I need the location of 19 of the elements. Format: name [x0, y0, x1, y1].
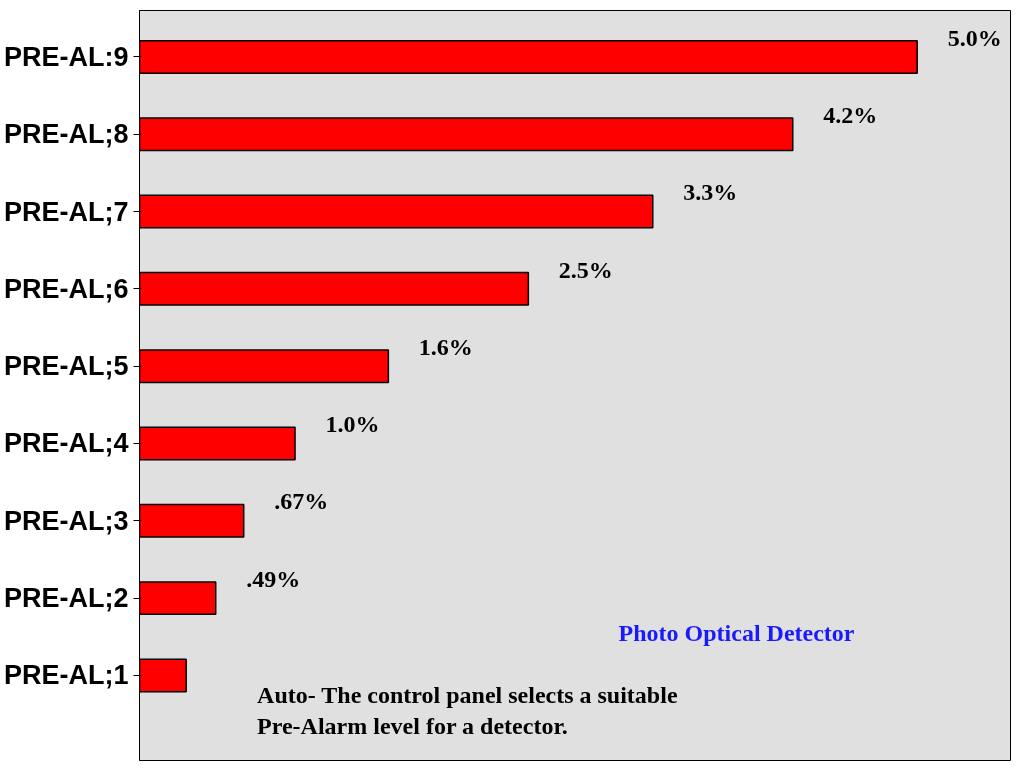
data-label: 1.0% [325, 411, 380, 438]
y-tick-label: PRE-AL;5 [3, 351, 129, 382]
data-label: 1.6% [418, 333, 473, 360]
data-label: .67% [274, 488, 329, 515]
y-tick-label: PRE-AL;4 [3, 428, 129, 459]
annotation: Photo Optical Detector [618, 619, 855, 646]
y-tick-label: PRE-AL;7 [3, 196, 129, 227]
data-label: 3.3% [683, 179, 738, 206]
y-tick-label: PRE-AL;1 [3, 660, 129, 691]
y-tick-label: PRE-AL;3 [3, 505, 129, 536]
data-label: .49% [246, 565, 301, 592]
y-tick-label: PRE-AL;6 [3, 273, 129, 304]
data-label: 5.0% [947, 24, 1002, 51]
y-tick-label: PRE-AL;2 [3, 583, 129, 614]
data-label: 2.5% [558, 256, 613, 283]
y-tick-label: PRE-AL;8 [3, 119, 129, 150]
annotation: Auto- The control panel selects a suitable Pre-Alarm level for a detector. [257, 681, 678, 739]
y-tick-label: PRE-AL:9 [3, 41, 129, 72]
data-label: 4.2% [823, 101, 878, 128]
